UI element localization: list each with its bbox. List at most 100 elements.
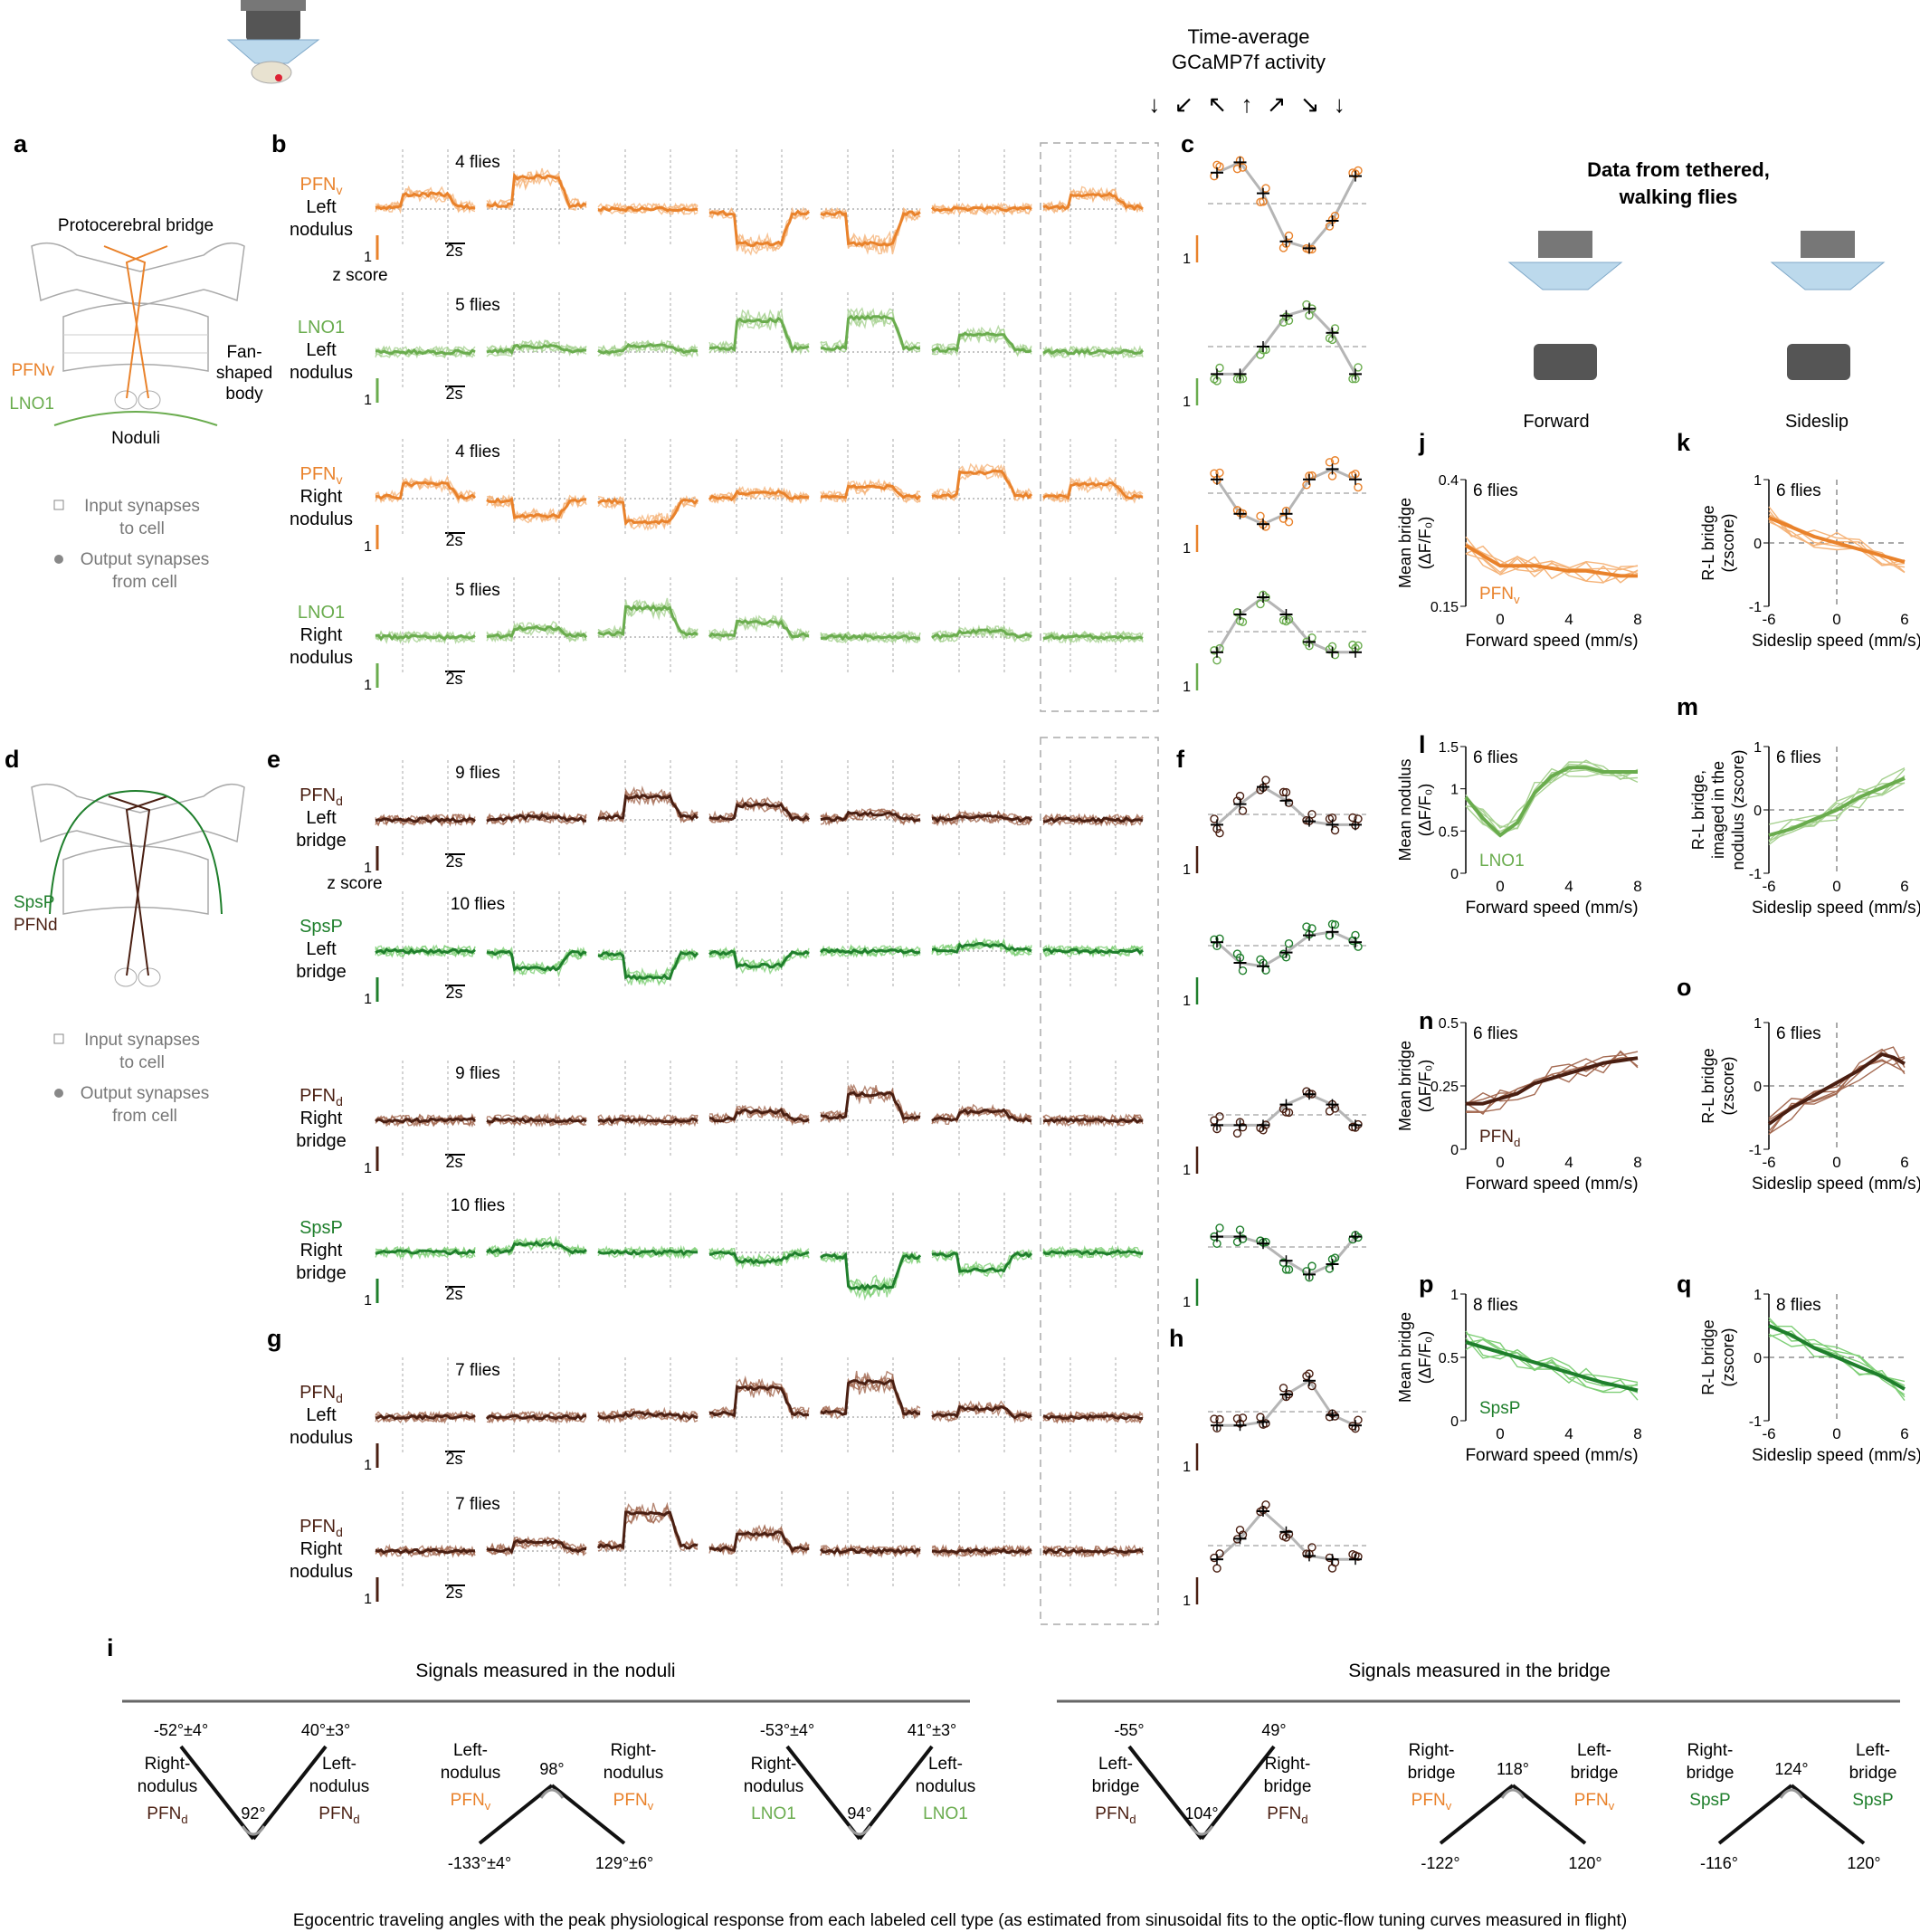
- row-cell-label: LNO1: [298, 603, 345, 623]
- chart-cell-label: LNO1: [1479, 852, 1525, 871]
- scale-bar-label: 1: [364, 992, 372, 1007]
- tuning-point: [1210, 1414, 1219, 1423]
- fly-trace: [1042, 1545, 1144, 1558]
- angle-left-cell: LNO1: [751, 1804, 796, 1823]
- chart-cell-label: PFNv: [1479, 585, 1520, 606]
- tuning-point: [1325, 1553, 1335, 1563]
- pfnd-label: PFNd: [14, 916, 58, 935]
- fly-trace: [820, 1252, 921, 1301]
- chart-x-label: Forward speed (mm/s): [1465, 632, 1638, 651]
- mean-trace: [708, 801, 811, 822]
- chart-x-label: Sideslip speed (mm/s): [1752, 1175, 1920, 1194]
- chart-fly-line: [1465, 1333, 1639, 1394]
- angle-left-value: -55°: [1114, 1721, 1144, 1739]
- angle-diagram: 118° -122° 120° Right-bridge PFNv Left-bridge…: [1408, 1741, 1619, 1872]
- angle-left-label-2: nodulus: [441, 1764, 501, 1783]
- fly-trace: [931, 202, 1032, 216]
- angle-arm-left: [1439, 1784, 1515, 1845]
- tuning-scale-label: 1: [1183, 395, 1191, 410]
- mean-trace: [486, 624, 588, 640]
- angle-diagram: 104° -55° 49° Left-bridge PFNd Right-bridge PF…: [1092, 1721, 1311, 1841]
- tuning-point: [1302, 922, 1311, 931]
- tuning-point: [1238, 163, 1248, 172]
- input-synapse-marker-d: [53, 1033, 64, 1044]
- angle-right-label-1: Left-: [1856, 1741, 1890, 1760]
- fly-trace: [597, 339, 699, 357]
- chart-y-tick-label: 0: [1450, 1414, 1459, 1430]
- angle-right-label-2: nodulus: [604, 1764, 664, 1783]
- tuning-scale-label: 1: [1183, 541, 1191, 557]
- chart-fly-count: 6 flies: [1473, 1024, 1518, 1043]
- row-region-1: Left: [306, 340, 337, 360]
- scale-bar-label: 1: [364, 1161, 372, 1176]
- angle-arm-left: [179, 1745, 255, 1841]
- chart-y-label: (ΔF/F₀): [1416, 1331, 1434, 1384]
- chart-y-tick-label: 1: [1450, 1288, 1459, 1303]
- chart-y-label: (zscore): [1719, 513, 1737, 572]
- chart-cell-label: SpsP: [1479, 1399, 1520, 1418]
- tuning-point: [1261, 522, 1270, 531]
- fly-trace: [820, 1370, 921, 1420]
- row-region-1: Right: [300, 487, 343, 507]
- tuning-point: [1238, 617, 1248, 627]
- tuning-point: [1212, 656, 1221, 665]
- mean-trace: [931, 331, 1032, 354]
- chart-fly-line: [1465, 1057, 1639, 1106]
- fly-trace: [931, 1544, 1032, 1558]
- chart-y-tick-label: -1: [1749, 1143, 1762, 1158]
- chart-x-tick-label: 4: [1564, 1425, 1573, 1442]
- tuning-point: [1232, 375, 1242, 384]
- chart-y-label: (ΔF/F₀): [1416, 517, 1434, 569]
- legend-input-d1: Input synapses: [84, 1031, 200, 1050]
- chart-y-tick-label: -1: [1749, 1414, 1762, 1430]
- mean-trace: [931, 469, 1033, 500]
- tuning-scale-label: 1: [1183, 252, 1191, 267]
- tuning-point: [1278, 243, 1288, 252]
- angle-right-value: 49°: [1261, 1721, 1286, 1739]
- angle-center-value: 104°: [1184, 1804, 1218, 1823]
- angle-right-label-2: bridge: [1849, 1764, 1897, 1783]
- mean-trace: [486, 343, 587, 356]
- time-scale-label: 2s: [445, 531, 462, 549]
- tuning-point: [1261, 776, 1270, 785]
- fly-trace: [1042, 1113, 1144, 1128]
- fly-trace: [597, 948, 699, 985]
- chart-x-tick-label: 0: [1496, 611, 1504, 628]
- tuning-point: [1348, 813, 1357, 823]
- tuning-point: [1238, 374, 1248, 384]
- angle-right-cell: PFNd: [1267, 1804, 1307, 1826]
- walking-header: Data from tethered, walking flies Forwar…: [1507, 158, 1886, 432]
- angle-right-value: 40°±3°: [301, 1721, 350, 1739]
- legend-input-1: Input synapses: [84, 497, 200, 516]
- chart-fly-line: [1768, 782, 1906, 842]
- fly-trace: [1042, 1411, 1144, 1424]
- legend-output-d2: from cell: [112, 1107, 177, 1126]
- chart-y-tick-label: 0: [1754, 1351, 1762, 1366]
- row-fly-count: 10 flies: [451, 1196, 505, 1215]
- row-cell-label: PFNd: [299, 785, 343, 808]
- panel-letter: c: [1181, 130, 1194, 157]
- tuning-point: [1354, 942, 1363, 951]
- angle-diagram: 92° -52°±4° 40°±3° Right-nodulus PFNd Left-no…: [138, 1721, 369, 1841]
- chart-y-tick-label: 0.25: [1430, 1080, 1459, 1095]
- scale-bar-label: 1: [364, 1592, 372, 1607]
- tuning-point: [1256, 1413, 1265, 1422]
- fly-trace: [1042, 631, 1144, 644]
- angle-left-value: -116°: [1700, 1854, 1738, 1872]
- tuning-point: [1212, 1564, 1221, 1573]
- fly-trace: [708, 309, 810, 355]
- angle-arm-right: [1511, 1784, 1587, 1845]
- angle-arm-left: [1717, 1784, 1793, 1845]
- mean-trace: [375, 816, 476, 823]
- fly-trace: [820, 1083, 921, 1124]
- mean-trace: [375, 481, 477, 500]
- tuning-point: [1284, 798, 1294, 807]
- tuning-point: [1232, 164, 1242, 174]
- panel-letter: a: [14, 130, 28, 157]
- mean-trace: [375, 191, 476, 211]
